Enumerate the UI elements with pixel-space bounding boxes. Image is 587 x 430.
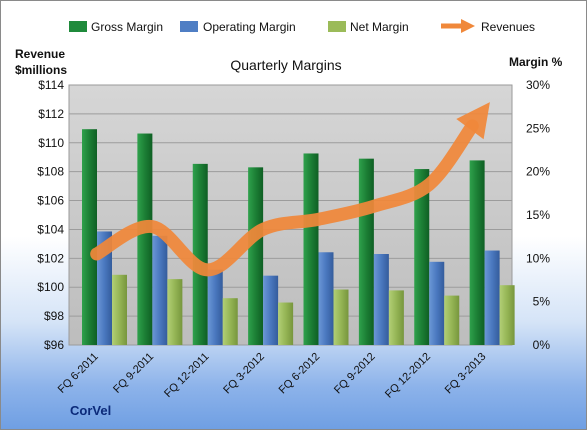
bar-operating-margin	[207, 269, 223, 345]
bar-gross-margin	[137, 133, 153, 345]
left-tick-label: $114	[38, 78, 64, 92]
legend-swatch-net-margin	[328, 21, 346, 32]
legend-label-revenues: Revenues	[481, 20, 535, 34]
legend-swatch-operating-margin	[180, 21, 198, 32]
bar-gross-margin	[303, 153, 319, 345]
x-tick-label: FQ 3-2013	[443, 351, 489, 397]
bar-operating-margin	[429, 261, 445, 345]
left-axis-title-line2: $millions	[15, 63, 67, 77]
bar-net-margin	[444, 295, 460, 345]
right-tick-label: 5%	[533, 295, 551, 309]
bar-operating-margin	[263, 275, 279, 345]
bar-gross-margin	[469, 160, 485, 345]
bar-net-margin	[278, 302, 294, 345]
left-tick-label: $96	[44, 338, 64, 352]
legend: Gross Margin Operating Margin Net Margin…	[69, 19, 535, 34]
left-axis-ticks: $96 $98 $100 $102 $104 $106 $108 $110 $112 $114	[37, 78, 64, 352]
bar-net-margin	[222, 298, 238, 345]
legend-label-operating-margin: Operating Margin	[203, 20, 296, 34]
left-tick-label: $106	[37, 194, 64, 208]
right-axis-title: Margin %	[509, 55, 563, 69]
right-tick-label: 15%	[526, 208, 550, 222]
right-tick-label: 20%	[526, 165, 550, 179]
left-tick-label: $100	[37, 280, 64, 294]
bar-operating-margin	[373, 254, 389, 345]
x-tick-label: FQ 6-2011	[56, 351, 101, 396]
x-tick-label: FQ 9-2012	[332, 351, 378, 397]
left-tick-label: $112	[38, 107, 64, 121]
x-tick-label: FQ 9-2011	[111, 351, 156, 396]
bar-operating-margin	[484, 250, 500, 345]
bar-operating-margin	[152, 235, 168, 345]
left-axis-title-line1: Revenue	[15, 47, 65, 61]
bar-gross-margin	[82, 129, 97, 345]
bar-gross-margin	[358, 158, 374, 345]
legend-arrow-revenues-icon	[441, 19, 475, 33]
bar-net-margin	[167, 279, 183, 345]
bar-net-margin	[333, 289, 349, 345]
right-tick-label: 25%	[526, 121, 550, 135]
revenue-arrowhead-icon	[456, 102, 490, 140]
x-tick-label: FQ 3-2012	[221, 351, 267, 397]
bar-gross-margin	[248, 167, 264, 345]
left-tick-label: $110	[38, 136, 64, 150]
chart-title: Quarterly Margins	[230, 57, 341, 73]
legend-label-gross-margin: Gross Margin	[91, 20, 163, 34]
x-tick-label: FQ 12-2012	[383, 351, 433, 401]
x-tick-label: FQ 12-2011	[162, 351, 211, 400]
company-name: CorVel	[70, 403, 111, 418]
left-tick-label: $102	[37, 251, 64, 265]
bar-gross-margin	[192, 163, 208, 345]
left-tick-label: $108	[37, 165, 64, 179]
right-tick-label: 0%	[533, 338, 551, 352]
bar-operating-margin	[318, 252, 334, 345]
right-tick-label: 30%	[526, 78, 550, 92]
bar-gross-margin	[414, 169, 430, 345]
bar-operating-margin	[97, 231, 112, 345]
bar-net-margin	[112, 274, 127, 345]
revenue-line-path	[90, 119, 479, 277]
revenue-line	[90, 102, 490, 277]
x-axis-labels: FQ 6-2011 FQ 9-2011 FQ 12-2011 FQ 3-2012 FQ …	[56, 351, 489, 401]
legend-label-net-margin: Net Margin	[350, 20, 409, 34]
x-tick-label: FQ 6-2012	[277, 351, 323, 397]
left-tick-label: $104	[37, 222, 64, 236]
left-tick-label: $98	[44, 309, 64, 323]
right-axis-ticks: 0% 5% 10% 15% 20% 25% 30%	[526, 78, 550, 352]
right-tick-label: 10%	[526, 251, 550, 265]
bar-net-margin	[388, 290, 404, 345]
bar-net-margin	[499, 285, 515, 345]
legend-swatch-gross-margin	[69, 21, 87, 32]
